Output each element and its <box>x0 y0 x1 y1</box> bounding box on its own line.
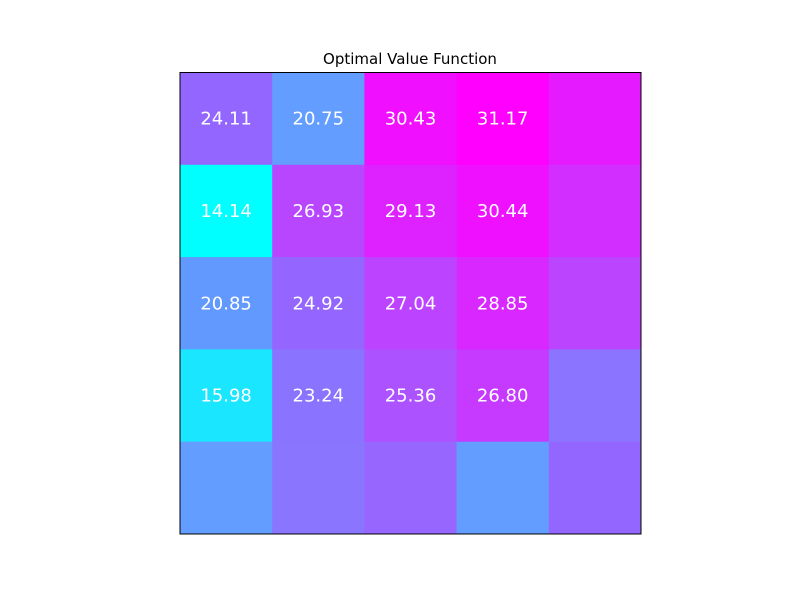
heatmap-cell-r0-c1 <box>272 72 365 166</box>
heatmap-cell-r4-c1 <box>272 441 365 535</box>
cell-value-label-r0-c1: 20.75 <box>293 109 345 130</box>
cell-value-label-r1-c2: 29.13 <box>385 201 437 222</box>
heatmap-cell-r0-c0 <box>180 72 273 166</box>
cell-value-label-r3-c0: 15.98 <box>200 386 252 407</box>
cell-value-label-r3-c2: 25.36 <box>385 386 437 407</box>
heatmap-cell-r2-c1 <box>272 257 365 350</box>
heatmap-cell-r3-c3 <box>456 349 550 443</box>
heatmap-cell-r1-c3 <box>456 164 550 258</box>
heatmap-cell-r1-c1 <box>272 164 365 258</box>
cell-value-label-r1-c3: 30.44 <box>477 201 529 222</box>
heatmap-cell-r2-c0 <box>180 257 273 350</box>
heatmap-cell-r2-c3 <box>456 257 550 350</box>
chart-title: Optimal Value Function <box>323 50 497 68</box>
heatmap-cell-r0-c3 <box>456 72 550 166</box>
cell-value-label-r1-c1: 26.93 <box>293 201 345 222</box>
heatmap-cell-r1-c0 <box>180 164 273 258</box>
cell-value-label-r1-c0: 14.14 <box>200 201 252 222</box>
heatmap-cell-r4-c2 <box>364 441 458 535</box>
cell-value-label-r2-c0: 20.85 <box>200 293 252 314</box>
cell-value-label-r0-c3: 31.17 <box>477 109 529 130</box>
cell-value-label-r0-c0: 24.11 <box>200 109 252 130</box>
heatmap-cell-r3-c1 <box>272 349 365 443</box>
heatmap-cell-r3-c4 <box>548 349 642 443</box>
heatmap-cell-r3-c0 <box>180 349 273 443</box>
heatmap-cell-r2-c4 <box>548 257 642 350</box>
cell-value-label-r2-c3: 28.85 <box>477 293 529 314</box>
cell-value-label-r3-c1: 23.24 <box>293 386 345 407</box>
heatmap-cell-r4-c0 <box>180 441 273 535</box>
heatmap-cell-r2-c2 <box>364 257 458 350</box>
cell-value-label-r2-c2: 27.04 <box>385 293 437 314</box>
cell-value-label-r3-c3: 26.80 <box>477 386 529 407</box>
cell-value-label-r2-c1: 24.92 <box>293 293 345 314</box>
heatmap-cells <box>180 72 642 535</box>
heatmap-cell-r4-c3 <box>456 441 550 535</box>
heatmap-labels: 24.11 20.75 30.43 31.17 14.14 26.93 29.13 30.44… <box>200 109 528 407</box>
plot-frame <box>179 72 642 535</box>
heatmap-cell-r0-c2 <box>364 72 458 166</box>
heatmap-cell-r1-c2 <box>364 164 458 258</box>
heatmap-cell-r1-c4 <box>548 164 642 258</box>
heatmap-cell-r0-c4 <box>548 72 642 166</box>
cell-value-label-r0-c2: 30.43 <box>385 109 437 130</box>
heatmap-cell-r3-c2 <box>364 349 458 443</box>
heatmap-cell-r4-c4 <box>548 441 642 535</box>
